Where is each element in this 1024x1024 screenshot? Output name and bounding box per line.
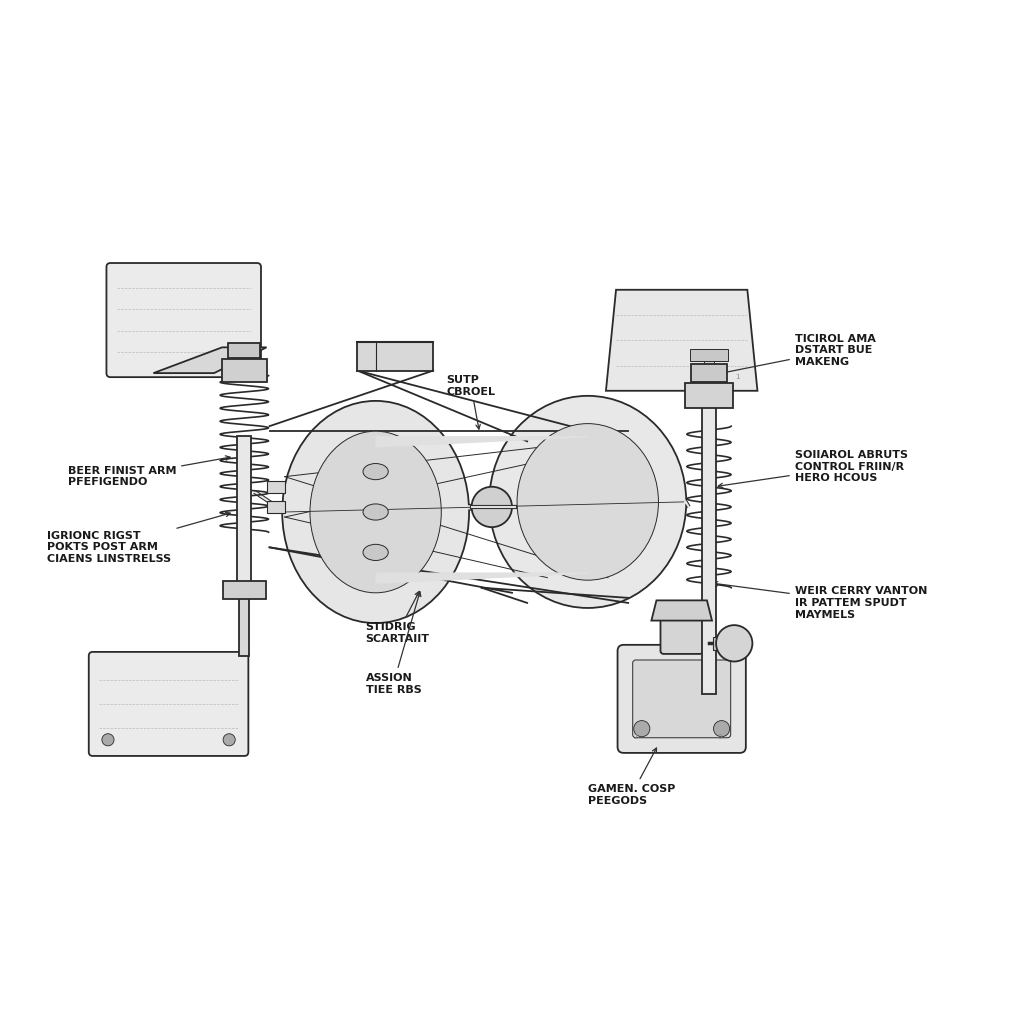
Text: SOIIAROL ABRUTS
CONTROL FRIIN/R
HERO HCOUS: SOIIAROL ABRUTS CONTROL FRIIN/R HERO HCO…	[718, 450, 908, 487]
FancyBboxPatch shape	[617, 645, 745, 753]
Ellipse shape	[364, 545, 388, 560]
Bar	[240, 347, 250, 373]
Ellipse shape	[310, 431, 441, 593]
Ellipse shape	[517, 424, 658, 581]
Bar	[357, 342, 433, 371]
Text: 0: 0	[718, 734, 722, 739]
Bar	[266, 480, 285, 493]
Text: WEIR CERRY VANTON
IR PATTEM SPUDT
MAYMELS: WEIR CERRY VANTON IR PATTEM SPUDT MAYMEL…	[713, 582, 927, 620]
Bar	[713, 637, 735, 650]
Circle shape	[634, 721, 650, 736]
Bar	[223, 581, 265, 599]
Polygon shape	[154, 347, 266, 373]
Bar	[691, 364, 727, 382]
Bar	[690, 349, 728, 361]
Polygon shape	[606, 290, 758, 391]
Text: TICIROL AMA
DSTART BUE
MAKENG: TICIROL AMA DSTART BUE MAKENG	[713, 334, 876, 376]
FancyBboxPatch shape	[660, 617, 702, 654]
Circle shape	[716, 625, 753, 662]
Text: SUTP
CBROEL: SUTP CBROEL	[446, 375, 496, 429]
Ellipse shape	[364, 504, 388, 520]
Ellipse shape	[489, 396, 686, 608]
Text: 2: 2	[634, 734, 638, 739]
Ellipse shape	[283, 400, 469, 624]
Text: ASSION
TIEE RBS: ASSION TIEE RBS	[366, 592, 421, 694]
Bar	[705, 588, 714, 600]
Circle shape	[102, 734, 114, 745]
Bar	[221, 359, 267, 382]
Bar	[266, 501, 285, 513]
Text: IGRIONC RIGST
POKTS POST ARM
CIAENS LINSTRELSS: IGRIONC RIGST POKTS POST ARM CIAENS LINS…	[47, 512, 230, 564]
Bar	[705, 354, 714, 391]
Polygon shape	[651, 600, 712, 621]
Text: 9: 9	[717, 374, 722, 380]
Bar	[685, 383, 733, 409]
Bar	[702, 396, 716, 694]
Circle shape	[472, 486, 512, 527]
Text: STIDRIG
SCARTAIIT: STIDRIG SCARTAIIT	[366, 592, 429, 644]
Circle shape	[714, 721, 730, 736]
Bar	[238, 436, 251, 583]
Bar	[240, 590, 250, 656]
Ellipse shape	[364, 464, 388, 479]
FancyBboxPatch shape	[106, 263, 261, 377]
FancyBboxPatch shape	[89, 652, 249, 756]
Circle shape	[223, 734, 236, 745]
Text: BEER FINIST ARM
PFEFIGENDO: BEER FINIST ARM PFEFIGENDO	[68, 456, 230, 487]
Text: GAMEN. COSP
PEEGODS: GAMEN. COSP PEEGODS	[588, 748, 675, 806]
Text: 3: 3	[239, 356, 244, 362]
FancyBboxPatch shape	[633, 660, 731, 737]
Text: 1: 1	[735, 374, 739, 380]
Bar	[228, 343, 260, 358]
